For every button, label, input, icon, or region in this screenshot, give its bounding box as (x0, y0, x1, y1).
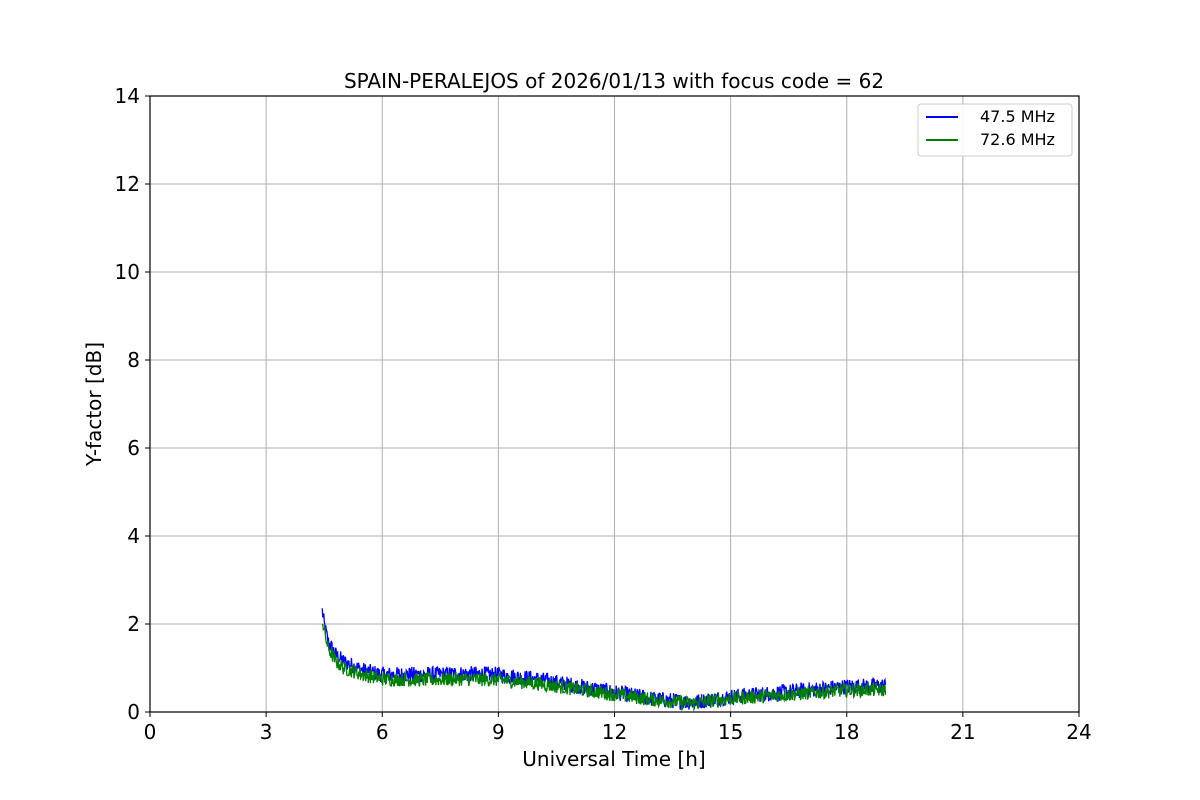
y-tick-label: 12 (115, 172, 140, 196)
y-tick-label: 10 (115, 260, 140, 284)
x-tick-label: 15 (718, 720, 743, 744)
legend: 47.5 MHz 72.6 MHz (917, 103, 1073, 157)
y-tick-label: 6 (127, 436, 140, 460)
x-tick-label: 9 (492, 720, 505, 744)
y-tick-label: 14 (115, 84, 140, 108)
y-tick-label: 4 (127, 524, 140, 548)
x-tick-label: 12 (602, 720, 627, 744)
series-line-2 (321, 623, 887, 712)
x-tick-label: 6 (376, 720, 389, 744)
y-tick-label: 8 (127, 348, 140, 372)
x-tick-label: 24 (1066, 720, 1091, 744)
chart-title: SPAIN-PERALEJOS of 2026/01/13 with focus… (344, 69, 884, 93)
x-axis-label: Universal Time [h] (522, 747, 705, 771)
y-tick-label: 0 (127, 700, 140, 724)
y-tick-label: 2 (127, 612, 140, 636)
y-axis: 0 2 4 6 8 10 12 14 (115, 84, 150, 724)
x-tick-label: 0 (144, 720, 157, 744)
legend-label: 72.6 MHz (980, 130, 1055, 149)
x-tick-label: 18 (834, 720, 859, 744)
y-axis-label: Y-factor [dB] (82, 342, 106, 467)
grid (149, 95, 1080, 713)
legend-label: 47.5 MHz (980, 107, 1055, 126)
series-layer (321, 608, 887, 712)
x-tick-label: 21 (950, 720, 975, 744)
x-axis: 0 3 6 9 12 15 18 21 24 (144, 712, 1092, 744)
x-tick-label: 3 (260, 720, 273, 744)
